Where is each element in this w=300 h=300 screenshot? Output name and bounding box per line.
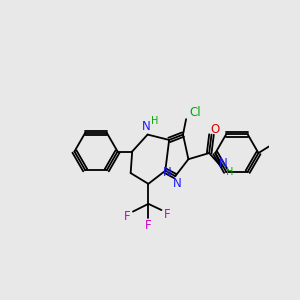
Text: F: F xyxy=(145,219,152,232)
Text: H: H xyxy=(151,116,158,126)
Text: N: N xyxy=(219,157,227,170)
Text: Cl: Cl xyxy=(190,106,201,119)
Text: F: F xyxy=(164,208,171,221)
Text: O: O xyxy=(211,123,220,136)
Text: N: N xyxy=(142,120,150,134)
Text: F: F xyxy=(124,211,130,224)
Text: N: N xyxy=(172,177,181,190)
Text: N: N xyxy=(163,166,171,179)
Text: H: H xyxy=(226,167,233,176)
